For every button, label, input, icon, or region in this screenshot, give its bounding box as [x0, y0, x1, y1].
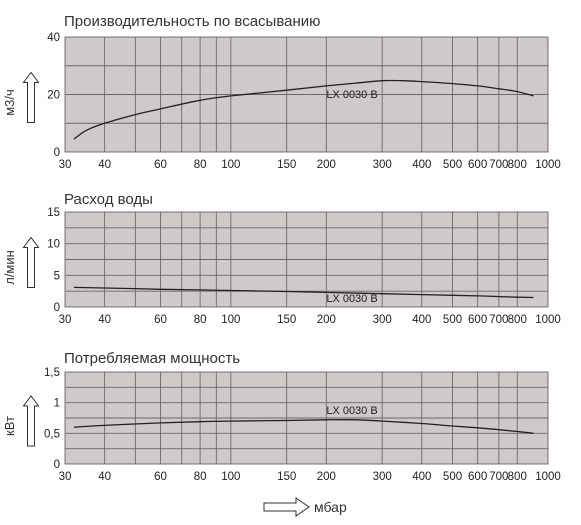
x-tick-label: 400 [412, 314, 431, 326]
x-tick-label: 700 [489, 471, 508, 483]
up-arrow-icon [22, 71, 40, 123]
x-tick-label: 30 [59, 159, 72, 171]
x-tick-label: 300 [373, 471, 392, 483]
chart-title: Производительность по всасыванию [64, 13, 320, 30]
y-axis-label: м3/ч [2, 89, 17, 116]
x-tick-label: 30 [59, 471, 72, 483]
x-tick-label: 80 [194, 314, 207, 326]
y-axis-label: л/мин [2, 250, 17, 285]
x-axis-label: мбар [314, 499, 347, 515]
x-tick-label: 600 [468, 314, 487, 326]
x-tick-label: 800 [508, 314, 527, 326]
x-unit-indicator: мбар [263, 497, 347, 517]
x-tick-label: 100 [221, 159, 240, 171]
series-label: LX 0030 B [326, 405, 377, 417]
x-tick-label: 500 [443, 471, 462, 483]
x-tick-label: 300 [373, 159, 392, 171]
up-arrow-icon [22, 236, 40, 288]
x-tick-label: 150 [277, 159, 296, 171]
y-tick-label: 10 [47, 239, 60, 251]
chart-title: Потребляемая мощность [64, 350, 240, 367]
y-tick-label: 0 [54, 459, 60, 471]
up-arrow-icon [22, 395, 40, 447]
y-tick-label: 5 [54, 270, 60, 282]
x-tick-label: 80 [194, 471, 207, 483]
x-tick-label: 150 [277, 471, 296, 483]
x-tick-label: 700 [489, 159, 508, 171]
x-tick-label: 100 [221, 314, 240, 326]
series-line [73, 79, 534, 140]
y-axis-label: кВт [2, 416, 17, 436]
x-tick-label: 200 [317, 159, 336, 171]
y-tick-label: 0 [54, 302, 60, 314]
x-tick-label: 30 [59, 314, 72, 326]
x-tick-label: 500 [443, 314, 462, 326]
x-tick-label: 100 [221, 471, 240, 483]
x-tick-label: 200 [317, 314, 336, 326]
x-tick-label: 800 [508, 471, 527, 483]
series-label: LX 0030 B [326, 89, 377, 101]
x-tick-label: 40 [98, 471, 111, 483]
x-tick-label: 1000 [535, 159, 561, 171]
x-tick-label: 800 [508, 159, 527, 171]
chart-title: Расход воды [64, 191, 153, 208]
x-tick-label: 200 [317, 471, 336, 483]
x-tick-label: 80 [194, 159, 207, 171]
x-tick-label: 400 [412, 159, 431, 171]
series-line [73, 286, 534, 299]
chart-panel-1: Производительность по всасыванию 30 40 60 80… [2, 13, 561, 171]
series-line [73, 419, 534, 434]
x-tick-label: 500 [443, 159, 462, 171]
x-tick-label: 600 [468, 471, 487, 483]
x-tick-label: 60 [154, 159, 167, 171]
x-tick-label: 60 [154, 471, 167, 483]
y-tick-label: 1 [54, 398, 60, 410]
x-tick-label: 60 [154, 314, 167, 326]
y-tick-label: 15 [47, 207, 60, 219]
x-tick-label: 1000 [535, 471, 561, 483]
x-tick-label: 150 [277, 314, 296, 326]
x-tick-label: 700 [489, 314, 508, 326]
x-tick-label: 300 [373, 314, 392, 326]
y-tick-label: 0 [54, 147, 60, 159]
x-tick-label: 400 [412, 471, 431, 483]
y-tick-label: 1,5 [44, 367, 60, 379]
series-label: LX 0030 B [326, 293, 377, 305]
y-tick-label: 40 [47, 32, 60, 44]
chart-panel-3: Потребляемая мощность 30 40 60 80 100 150 200 30… [2, 350, 561, 483]
y-tick-label: 20 [47, 90, 60, 102]
x-tick-label: 40 [98, 159, 111, 171]
right-arrow-icon [263, 497, 310, 517]
x-tick-label: 600 [468, 159, 487, 171]
y-tick-label: 0,5 [44, 428, 60, 440]
x-tick-label: 1000 [535, 314, 561, 326]
x-tick-label: 40 [98, 314, 111, 326]
